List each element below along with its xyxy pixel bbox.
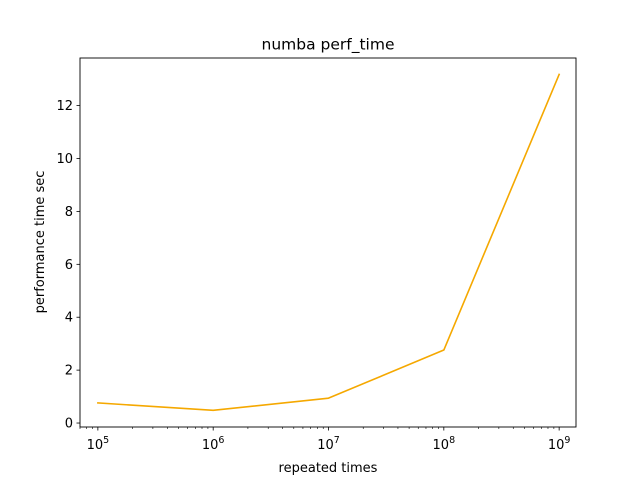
y-tick-label: 4 [65,311,73,326]
chart-title: numba perf_time [262,36,395,55]
y-tick-label: 12 [56,99,73,114]
x-tick-label: 105 [87,435,110,453]
y-tick-label: 2 [65,364,73,379]
y-tick-label: 6 [65,258,73,273]
x-tick-label: 108 [433,435,456,453]
y-tick-label: 10 [56,152,73,167]
y-tick-label: 0 [65,417,73,432]
y-axis-label: performance time sec [33,171,48,314]
y-tick-label: 8 [65,205,73,220]
plot-area: 0 2 4 6 8 10 12 105 106 107 108 109 [56,57,577,453]
axes-frame [79,57,577,428]
x-axis-label: repeated times [279,461,378,476]
x-tick-label: 109 [548,435,571,453]
x-tick-label: 107 [317,435,340,453]
x-tick-label: 106 [202,435,225,453]
